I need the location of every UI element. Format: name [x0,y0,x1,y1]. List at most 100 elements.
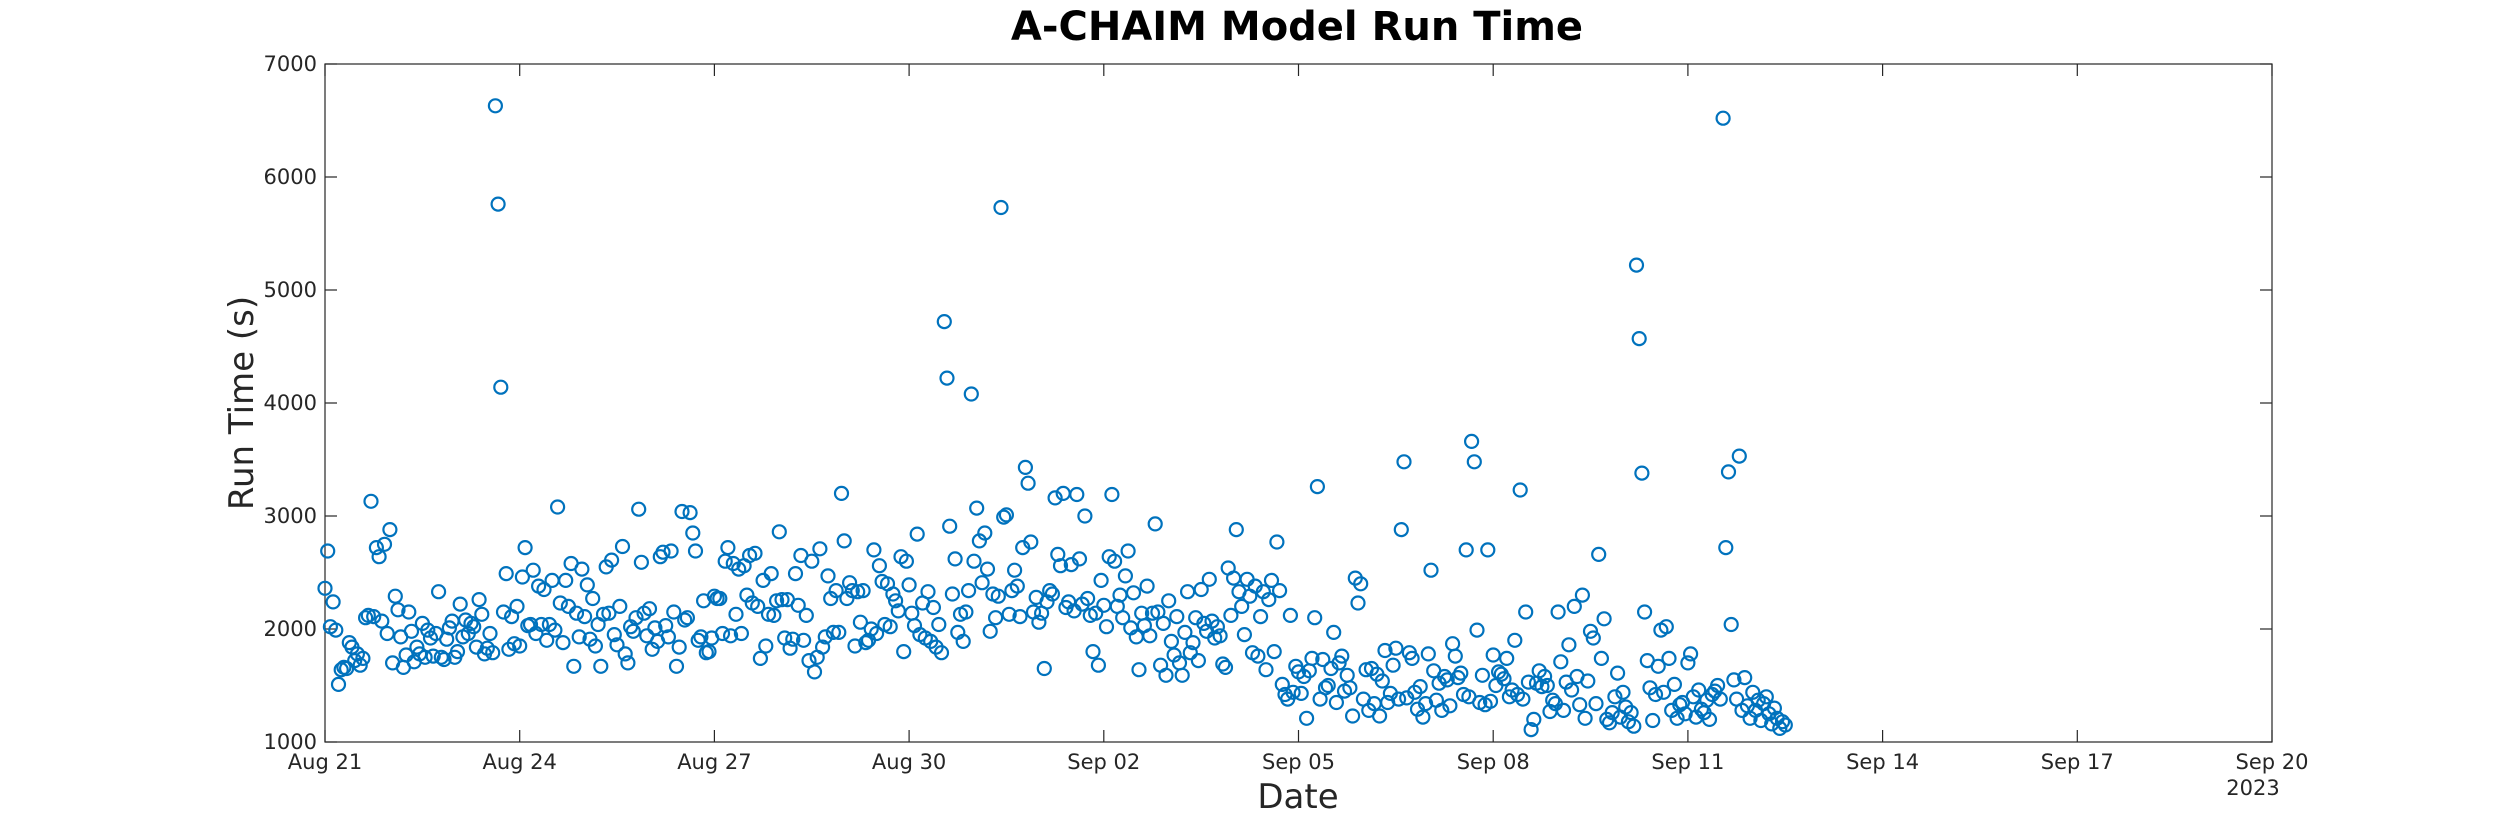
data-point [1115,610,1131,626]
data-point [1371,708,1388,724]
data-point [1196,615,1212,632]
data-point [1012,608,1028,625]
data-point [993,199,1009,216]
data-point [1701,711,1718,728]
data-point [1117,568,1134,584]
data-point [1317,680,1334,696]
data-point [1758,689,1774,705]
data-point [841,575,858,591]
data-point [431,584,447,600]
data-point [409,639,425,655]
data-point [609,637,625,653]
data-point [495,604,512,620]
data-point [1723,616,1739,633]
data-point [693,629,709,645]
data-point [325,594,341,610]
data-point [1512,482,1528,498]
data-point [920,584,936,600]
data-point [714,625,731,642]
data-point [720,539,736,556]
data-point [977,525,993,541]
data-point [1720,464,1737,480]
x-axis-label: Date [1257,777,1338,817]
data-point [944,586,961,602]
data-point [420,622,436,638]
data-point [712,590,728,607]
data-point [682,504,698,521]
data-point [1239,571,1255,587]
data-point [585,590,601,607]
data-point [1377,642,1393,659]
data-point [966,553,982,569]
data-point [560,598,577,615]
data-point [1626,718,1642,734]
data-point [1499,650,1515,667]
x-tick-label: Aug 30 [872,750,946,774]
data-point [1482,693,1499,709]
data-point [1258,662,1274,678]
data-point [568,605,585,621]
data-point [612,598,628,615]
data-point [1385,657,1401,673]
data-point [1036,660,1052,677]
data-point [1523,721,1539,738]
data-point [655,544,671,560]
data-point [1006,562,1023,578]
data-point [1534,678,1550,695]
data-point [1712,691,1728,707]
data-point [1163,633,1180,650]
data-point [898,553,915,569]
data-point [1396,454,1412,470]
data-point [1444,636,1461,652]
data-point [579,577,595,593]
data-point [1585,630,1601,646]
data-point [668,658,685,674]
data-point [1182,645,1198,661]
data-point [979,561,996,577]
data-point [1093,572,1109,589]
data-point [855,582,871,599]
data-point [574,561,590,577]
data-point [1434,702,1450,719]
data-point [1453,665,1469,681]
data-point [1228,521,1244,538]
data-point [1223,607,1239,624]
data-point [1634,465,1650,481]
data-point [833,485,850,501]
data-point [606,626,622,643]
data-point [687,543,704,559]
data-point [576,608,593,625]
data-point [628,610,644,626]
data-point [820,568,836,584]
data-point [512,638,528,654]
data-point [330,676,347,693]
data-point [1520,674,1537,690]
data-point [1009,578,1025,594]
data-point [1350,595,1366,611]
data-point [558,572,574,589]
data-point [963,386,979,402]
data-point [368,539,384,556]
data-point [620,655,636,671]
data-point [379,625,395,642]
data-point [1423,562,1439,578]
data-point [595,606,612,622]
data-point [1309,479,1326,495]
data-point [552,595,568,611]
data-point [371,549,387,565]
data-point [1139,578,1155,594]
data-point [1285,684,1301,700]
data-point [1339,667,1355,683]
data-point [831,624,847,641]
data-point [852,614,869,630]
data-point [960,582,977,599]
data-point [850,584,866,600]
data-point [1420,646,1436,662]
data-point [1480,542,1496,558]
data-point [1661,650,1677,667]
data-point [1077,508,1093,524]
data-point [858,634,874,651]
data-point [509,598,525,615]
data-point [1282,607,1299,624]
data-point [352,657,368,673]
